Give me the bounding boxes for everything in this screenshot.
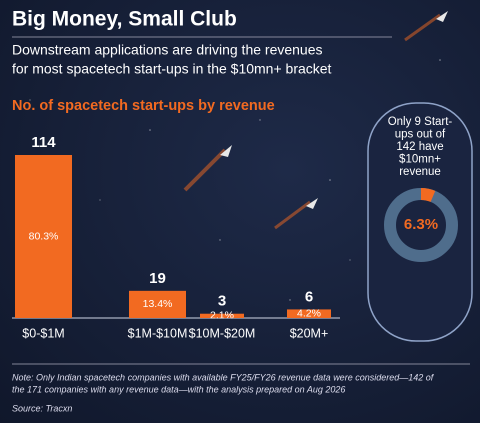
percent-label: 2.1% [210,310,234,322]
x-tick-label: $0-$1M [22,326,64,340]
note: the 171 companies with any revenue data—… [12,384,345,394]
panel-title: revenue [399,166,441,178]
donut-label: 6.3% [404,216,438,233]
percent-label: 80.3% [29,230,59,242]
bar [200,313,244,318]
bar [15,155,72,318]
source: Source: Tracxn [12,403,72,413]
value-label: 3 [218,293,226,310]
percent-label: 4.2% [297,307,321,319]
chart-title: No. of spacetech start-ups by revenue [12,98,275,114]
subtitle: Downstream applications are driving the … [12,42,323,58]
bar [287,309,331,318]
panel [367,102,473,342]
bar [129,290,186,318]
value-label: 6 [305,288,313,305]
value-label: 114 [31,134,56,151]
note: Note: Only Indian spacetech companies wi… [12,372,435,382]
x-tick-label: $10M-$20M [189,326,256,340]
percent-label: 13.4% [143,298,173,310]
x-tick-label: $1M-$10M [128,326,188,340]
x-tick-label: $20M+ [290,326,329,340]
panel-title: 142 have [396,141,443,153]
title: Big Money, Small Club [12,8,237,31]
value-label: 19 [149,270,166,287]
stars [29,59,441,301]
panel-title: $10mn+ [399,154,441,166]
donut-segment [420,188,436,203]
panel-title: Only 9 Start- [388,116,453,128]
subtitle: for most spacetech start-ups in the $10m… [12,61,332,77]
panel-title: ups out of [395,129,446,141]
